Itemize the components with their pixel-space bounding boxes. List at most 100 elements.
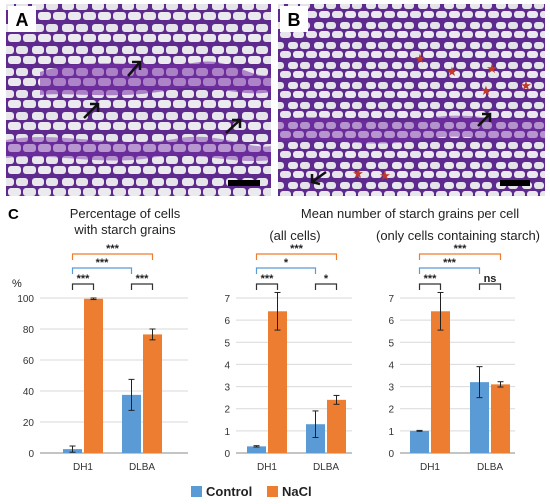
chart-1: 0 20 40 60 80 100 DH1 DLBA *** *** *** ***: [17, 243, 188, 473]
y-tick-label: 80: [23, 325, 35, 336]
y-tick-label: 5: [224, 338, 230, 349]
y-tick-label: 0: [224, 449, 230, 460]
starch-star-0: ★: [414, 51, 426, 66]
bar-nacl-dh1: [268, 311, 287, 453]
bar-nacl-dh1: [431, 311, 450, 453]
bar-control-dh1: [247, 446, 266, 453]
x-tick-label: DH1: [420, 462, 440, 473]
starch-star-3: ★: [480, 83, 492, 98]
scale-bar-b: [500, 180, 530, 186]
y-tick-label: 7: [224, 294, 230, 305]
significance-label: *: [284, 257, 289, 269]
panel-a-label: A: [16, 10, 29, 30]
bar-control-dlba: [306, 424, 325, 453]
y-tick-label: 7: [388, 294, 394, 305]
significance-bracket: [71, 253, 154, 260]
title-mean-starch: Mean number of starch grains per cell: [301, 206, 519, 221]
y-tick-label: 60: [23, 356, 35, 367]
y-tick-label: 2: [224, 405, 230, 416]
chart-3: 0 1 2 3 4 5 6 7 DH1 DLBA *** *** *** ns: [388, 243, 515, 473]
arrow-a3: [225, 118, 242, 134]
significance-label: ***: [106, 243, 120, 255]
y-tick-label: 20: [23, 418, 35, 429]
panel-a-label-box: [8, 6, 36, 32]
micrograph-b: B ★ ★ ★ ★ ★ ★ ★: [278, 4, 545, 196]
micrograph-b-tissue: [278, 4, 545, 196]
significance-bracket: [418, 283, 442, 290]
title-percentage-line1: Percentage of cells: [70, 206, 181, 221]
legend-nacl-swatch: [267, 486, 278, 497]
significance-label: ns: [484, 273, 497, 285]
significance-label: ***: [136, 273, 150, 285]
y-tick-label: 1: [388, 427, 394, 438]
x-tick-label: DLBA: [129, 462, 155, 473]
significance-label: ***: [454, 243, 468, 255]
panel-b-label: B: [288, 10, 301, 30]
y-tick-label: 0: [388, 449, 394, 460]
scale-bar-a: [228, 180, 260, 186]
significance-label: ***: [77, 273, 91, 285]
y-tick-label: 3: [388, 383, 394, 394]
y-tick-label: 5: [388, 338, 394, 349]
significance-bracket: [314, 283, 338, 290]
y-tick-label: 4: [388, 360, 394, 371]
y-unit-percent: %: [12, 278, 22, 290]
arrow-a1: [127, 60, 142, 77]
vascular-strand-a: [40, 61, 271, 96]
bar-nacl-dlba: [327, 399, 346, 453]
y-tick-label: 0: [28, 449, 34, 460]
significance-bracket: [71, 267, 133, 274]
bar-nacl-dlba: [143, 334, 162, 453]
x-tick-label: DH1: [257, 462, 277, 473]
x-tick-label: DLBA: [313, 462, 339, 473]
significance-bracket: [418, 267, 481, 274]
title-only-cells: (only cells containing starch): [376, 228, 540, 243]
significance-bracket: [71, 283, 95, 290]
x-tick-label: DLBA: [477, 462, 503, 473]
y-tick-label: 40: [23, 387, 35, 398]
significance-bracket: [255, 267, 317, 274]
panel-c-label: C: [8, 206, 19, 223]
y-tick-label: 4: [224, 360, 230, 371]
y-tick-label: 2: [388, 405, 394, 416]
starch-star-4: ★: [520, 78, 532, 93]
y-tick-label: 6: [388, 316, 394, 327]
significance-bracket: [130, 283, 154, 290]
micrograph-a: A: [6, 4, 271, 196]
starch-stars-b: ★ ★ ★ ★ ★ ★ ★: [352, 51, 532, 183]
significance-bracket: [478, 283, 502, 290]
significance-label: ***: [261, 273, 275, 285]
bar-control-dlba: [470, 382, 489, 453]
significance-label: ***: [443, 257, 457, 269]
bar-control-dlba: [122, 394, 141, 453]
significance-label: ***: [96, 257, 110, 269]
legend-control-swatch: [191, 486, 202, 497]
y-tick-label: 6: [224, 316, 230, 327]
significance-label: ***: [424, 273, 438, 285]
vascular-strand-a2: [6, 136, 271, 162]
significance-bracket: [255, 253, 338, 260]
legend-nacl-label: NaCl: [282, 484, 312, 499]
y-tick-label: 1: [224, 427, 230, 438]
starch-star-6: ★: [379, 168, 391, 183]
significance-label: *: [324, 273, 329, 285]
significance-label: ***: [290, 243, 304, 255]
significance-bracket: [418, 253, 502, 260]
arrow-a2: [83, 102, 100, 119]
starch-star-1: ★: [446, 64, 458, 79]
panel-b-label-box: [280, 6, 308, 32]
bar-nacl-dlba: [491, 384, 510, 453]
legend: Control NaCl: [191, 484, 312, 499]
significance-bracket: [255, 283, 279, 290]
arrow-b2: [310, 170, 327, 186]
starch-star-2: ★: [486, 61, 498, 76]
legend-control-label: Control: [206, 484, 252, 499]
y-tick-label: 100: [17, 294, 34, 305]
bar-nacl-dh1: [84, 298, 103, 453]
bar-control-dh1: [410, 430, 429, 453]
starch-star-5: ★: [352, 166, 364, 181]
micrograph-a-tissue: [6, 4, 271, 196]
